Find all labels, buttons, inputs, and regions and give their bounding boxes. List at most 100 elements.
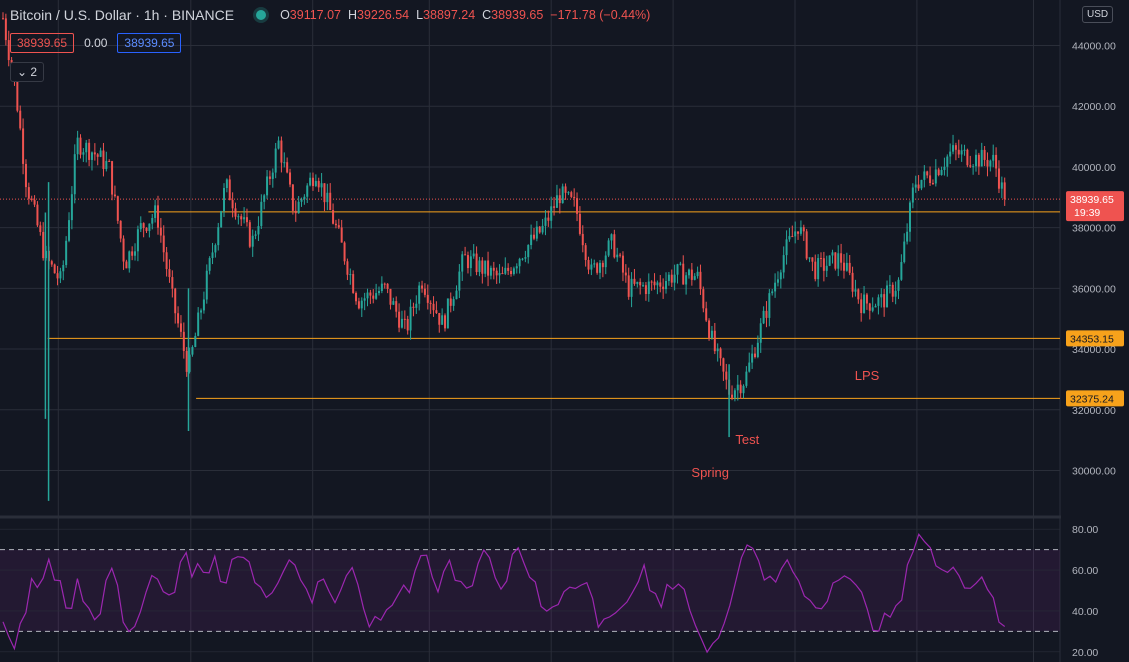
candle-body [286, 162, 289, 173]
candle-body [343, 242, 346, 262]
candle-body [782, 255, 785, 273]
candle-body [108, 160, 111, 162]
indicator-count: 2 [30, 65, 38, 79]
countdown-label: 19:39 [1074, 207, 1100, 219]
candle-body [39, 225, 42, 232]
open-value: 39117.07 [289, 8, 342, 22]
symbol-title[interactable]: Bitcoin / U.S. Dollar · 1h · BINANCE [10, 7, 235, 23]
candle-body [159, 227, 162, 236]
candle-body [22, 128, 25, 164]
candle-body [696, 271, 699, 277]
candle-body [877, 297, 880, 306]
price-tick-label: 40000.00 [1072, 162, 1116, 174]
candle-body [865, 294, 868, 304]
candle-body [811, 257, 814, 262]
symbol-header: Bitcoin / U.S. Dollar · 1h · BINANCE O39… [10, 7, 650, 23]
candle-body [179, 323, 182, 332]
candle-body [357, 301, 360, 309]
candle-body [785, 239, 788, 256]
candle-body [604, 255, 607, 268]
candle-body [111, 161, 114, 195]
candle-body [524, 257, 527, 259]
candle-body [779, 272, 782, 280]
candle-body [231, 200, 234, 209]
candle-body [484, 260, 487, 274]
candle-body [50, 261, 53, 265]
candle-body [90, 152, 93, 160]
candle-body [619, 254, 622, 256]
candle-body [349, 274, 352, 276]
candle-body [148, 223, 151, 232]
candle-body [366, 292, 369, 299]
candle-body [260, 201, 263, 227]
currency-button[interactable]: USD [1082, 6, 1114, 23]
candle-body [845, 262, 848, 271]
sell-button[interactable]: 38939.65 [10, 33, 75, 53]
candle-body [599, 262, 602, 273]
annotation-label: Spring [691, 465, 729, 480]
candle-body [527, 245, 530, 258]
candle-body [926, 171, 929, 176]
candle-body [541, 225, 544, 233]
candle-body [817, 258, 820, 280]
candle-body [662, 286, 665, 290]
candle-body [271, 172, 274, 179]
candle-body [280, 140, 283, 163]
candle-body [360, 300, 363, 309]
candle-body [85, 142, 88, 153]
candle-body [65, 240, 68, 266]
indicators-toggle-button[interactable]: ⌄ 2 [10, 62, 45, 82]
candle-body [963, 149, 966, 151]
candle-body [507, 267, 510, 271]
candle-body [363, 298, 366, 301]
candle-body [309, 177, 312, 186]
candle-body [512, 268, 515, 275]
candle-body [59, 271, 62, 279]
candle-body [329, 192, 332, 211]
candle-body [197, 312, 200, 336]
buy-button[interactable]: 38939.65 [117, 33, 182, 53]
candle-body [498, 272, 501, 276]
candle-body [501, 272, 504, 274]
candle-body [834, 252, 837, 269]
candle-body [76, 137, 79, 155]
candle-body [814, 261, 817, 280]
candle-body [7, 40, 10, 61]
market-open-icon [256, 10, 267, 20]
price-axis: 30000.00 32000.00 34000.00 36000.00 38000.00… [1061, 0, 1129, 662]
candle-body [266, 176, 269, 196]
candle-body [214, 245, 217, 253]
candle-body [687, 269, 690, 276]
candle-body [840, 253, 843, 263]
candle-body [653, 281, 656, 286]
candle-body [828, 255, 831, 266]
candle-body [997, 168, 1000, 189]
candle-body [934, 169, 937, 184]
candle-body [182, 331, 185, 351]
candle-body [702, 289, 705, 309]
candle-body [311, 177, 314, 187]
candle-body [62, 265, 65, 272]
candle-body [248, 222, 251, 247]
candle-body [96, 154, 99, 157]
candle-body [418, 285, 421, 304]
candle-body [587, 260, 590, 270]
candle-body [68, 220, 71, 241]
candle-body [409, 306, 412, 331]
candle-body [906, 231, 909, 242]
candle-body [122, 238, 125, 262]
last-price-label: 38939.65 [1070, 194, 1114, 206]
price-tick-label: 34000.00 [1072, 344, 1116, 356]
candle-body [82, 152, 85, 155]
candle-body [515, 266, 518, 269]
candle-body [983, 149, 986, 160]
candle-body [699, 271, 702, 290]
candle-body [871, 307, 874, 311]
candle-body [389, 288, 392, 305]
candle-body [352, 274, 355, 293]
candle-body [719, 348, 722, 359]
candle-body [946, 156, 949, 167]
candle-body [705, 308, 708, 321]
